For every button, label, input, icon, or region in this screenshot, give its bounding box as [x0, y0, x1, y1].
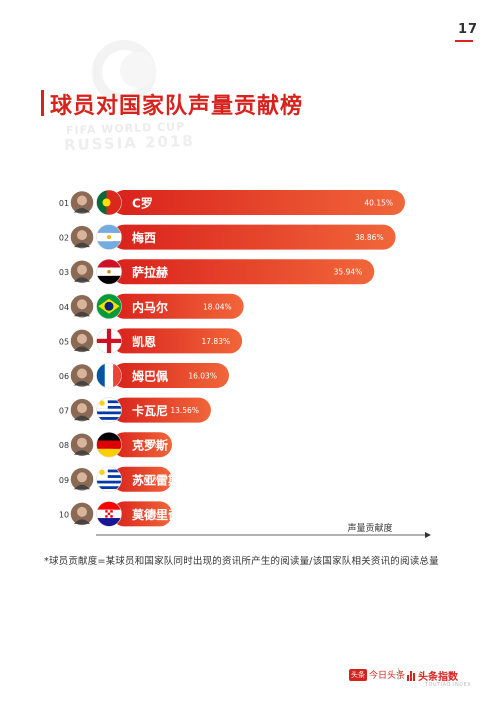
player-name: 苏亚雷斯: [132, 472, 180, 487]
toutiao-name: 今日头条: [369, 671, 406, 681]
player-name: 克罗斯: [132, 438, 168, 453]
player-name: 萨拉赫: [132, 265, 168, 280]
player-avatar-10: [69, 501, 95, 527]
flag-croatia-10: [96, 501, 122, 527]
bar-4: [112, 293, 244, 319]
bar-1: [112, 190, 405, 215]
flag-egypt-3: [96, 258, 122, 285]
player-avatar-5: [69, 328, 95, 354]
title-accent-bar: [41, 90, 44, 116]
worldcup-watermark-logo-inner: [120, 52, 156, 88]
player-name: 莫德里奇: [132, 507, 180, 522]
player-avatar-8: [69, 431, 95, 458]
rank-label: 04: [59, 303, 69, 312]
rank-label: 03: [59, 268, 69, 277]
rank-label: 09: [59, 476, 69, 485]
bar-5: [112, 328, 243, 354]
value-label: 35.94%: [334, 268, 363, 277]
player-avatar-1: [69, 189, 95, 216]
flag-brazil-4: [96, 293, 122, 320]
value-label: 18.04%: [203, 302, 232, 311]
value-label: 16.03%: [188, 372, 217, 381]
value-label: 7.71%: [136, 441, 160, 450]
rank-label: 06: [59, 372, 69, 381]
rank-label: 02: [59, 234, 69, 243]
index-name: 头条指数: [418, 672, 458, 683]
bar-8: [112, 432, 172, 458]
player-avatar-4: [69, 293, 95, 320]
flag-portugal-1: [96, 189, 122, 216]
page-title: 球员对国家队声量贡献榜: [50, 94, 304, 119]
player-name: 卡瓦尼: [132, 403, 168, 418]
rank-label: 05: [59, 337, 69, 346]
index-bars-icon: [407, 670, 416, 681]
flag-germany-8: [96, 431, 122, 458]
flag-france-6: [96, 362, 122, 389]
player-avatar-2: [69, 224, 95, 250]
bar-9: [112, 466, 172, 492]
rank-label: 07: [59, 407, 69, 416]
value-label: 7.05%: [136, 475, 160, 484]
player-avatar-9: [69, 466, 95, 493]
player-name: 内马尔: [132, 299, 168, 314]
toutiao-badge: 头条: [349, 668, 367, 681]
flag-uruguay-9: [96, 466, 122, 493]
bar-2: [112, 224, 396, 250]
toutiao-index-brand: 头条指数 TOUTIAO INDEX: [407, 668, 471, 688]
value-label: 38.86%: [355, 233, 384, 242]
x-axis-label: 声量贡献度: [347, 522, 392, 534]
x-axis-arrow: [425, 532, 431, 538]
rank-label: 01: [59, 199, 69, 208]
player-name: C罗: [132, 196, 153, 211]
bar-6: [112, 363, 229, 388]
flag-england-5: [96, 328, 122, 354]
player-name: 姆巴佩: [132, 369, 168, 384]
brand-separator: [398, 668, 399, 680]
player-avatar-6: [69, 362, 95, 389]
flag-argentina-2: [96, 224, 122, 250]
player-name: 梅西: [132, 230, 156, 245]
bar-10: [112, 501, 172, 527]
rank-label: 10: [59, 510, 69, 519]
bar-3: [112, 259, 375, 285]
value-label: 40.15%: [364, 199, 393, 208]
value-label: 13.56%: [170, 406, 199, 415]
value-label: 17.83%: [202, 337, 231, 346]
player-avatar-3: [69, 258, 95, 285]
flag-uruguay-7: [96, 397, 122, 423]
page-number-underline: [455, 40, 473, 42]
toutiao-brand: 头条 今日头条: [349, 668, 405, 681]
bar-7: [112, 397, 211, 423]
value-label: 6.12%: [136, 510, 160, 519]
index-subtitle: TOUTIAO INDEX: [425, 682, 472, 688]
footnote: *球员贡献度=某球员和国家队同时出现的资讯所产生的阅读量/该国家队相关资讯的阅读…: [44, 556, 439, 567]
page-number: 17: [458, 22, 479, 37]
player-name: 凯恩: [132, 334, 156, 349]
player-avatar-7: [69, 397, 95, 423]
rank-label: 08: [59, 441, 69, 450]
